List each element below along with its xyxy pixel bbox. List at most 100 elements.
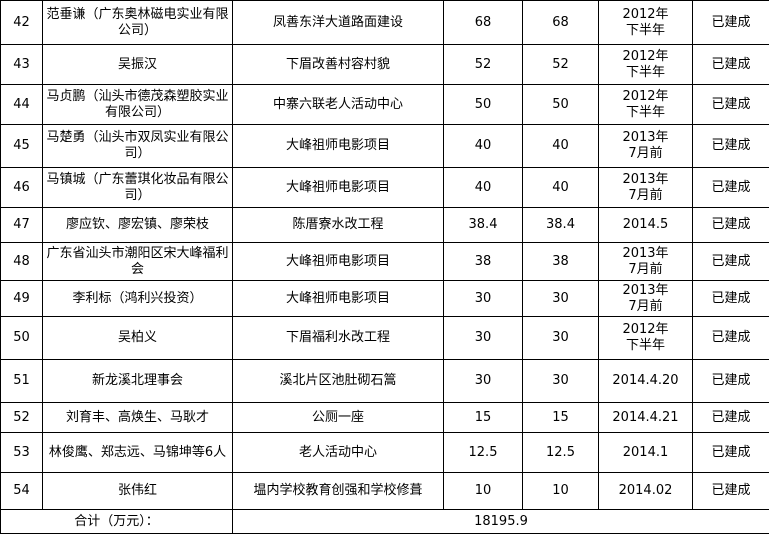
project: 下眉改善村容村貌 [232, 44, 444, 85]
paid-amount: 52 [522, 44, 599, 85]
row-number: 49 [0, 280, 43, 317]
donor: 吴柏义 [42, 316, 233, 360]
completion-date: 2014.4.21 [598, 402, 693, 433]
row-number: 43 [0, 44, 43, 85]
donor: 张伟红 [42, 472, 233, 510]
pledged-amount: 40 [443, 124, 523, 168]
donor: 范垂谦（广东奥林磁电实业有限公司） [42, 0, 233, 45]
pledged-amount: 12.5 [443, 432, 523, 473]
pledged-amount: 52 [443, 44, 523, 85]
pledged-amount: 38.4 [443, 207, 523, 243]
donor: 马楚勇（汕头市双凤实业有限公司） [42, 124, 233, 168]
row-number: 42 [0, 0, 43, 45]
donor: 刘育丰、高焕生、马耿才 [42, 402, 233, 433]
completion-date: 2014.4.20 [598, 359, 693, 403]
project: 下眉福利水改工程 [232, 316, 444, 360]
pledged-amount: 38 [443, 242, 523, 281]
paid-amount: 10 [522, 472, 599, 510]
paid-amount: 50 [522, 84, 599, 125]
status: 已建成 [692, 207, 769, 243]
row-number: 46 [0, 167, 43, 208]
project: 凤善东洋大道路面建设 [232, 0, 444, 45]
project: 大峰祖师电影项目 [232, 242, 444, 281]
table-row: 50 吴柏义 下眉福利水改工程 30 30 2012年 下半年 已建成 [0, 316, 769, 360]
table-row: 52 刘育丰、高焕生、马耿才 公厕一座 15 15 2014.4.21 已建成 [0, 402, 769, 433]
table-row: 45 马楚勇（汕头市双凤实业有限公司） 大峰祖师电影项目 40 40 2013年 7月前已… [0, 124, 769, 168]
completion-date: 2013年 7月前 [598, 280, 693, 317]
project: 大峰祖师电影项目 [232, 124, 444, 168]
pledged-amount: 15 [443, 402, 523, 433]
status: 已建成 [692, 472, 769, 510]
project: 大峰祖师电影项目 [232, 167, 444, 208]
paid-amount: 38.4 [522, 207, 599, 243]
status: 已建成 [692, 124, 769, 168]
status: 已建成 [692, 432, 769, 473]
completion-date: 2012年 下半年 [598, 44, 693, 85]
table-row: 47 廖应钦、廖宏镇、廖荣枝 陈厝寮水改工程 38.4 38.4 2014.5 已建成 [0, 207, 769, 243]
completion-date: 2014.1 [598, 432, 693, 473]
status: 已建成 [692, 402, 769, 433]
table-row: 53 林俊鹰、郑志远、马锦坤等6人 老人活动中心 12.5 12.5 2014.1 已建成 [0, 432, 769, 473]
donor: 广东省汕头市潮阳区宋大峰福利会 [42, 242, 233, 281]
project: 塭内学校教育创强和学校修葺 [232, 472, 444, 510]
row-number: 45 [0, 124, 43, 168]
pledged-amount: 30 [443, 316, 523, 360]
project: 大峰祖师电影项目 [232, 280, 444, 317]
status: 已建成 [692, 0, 769, 45]
donor: 马镇城（广东蕾琪化妆品有限公司） [42, 167, 233, 208]
table-row: 48 广东省汕头市潮阳区宋大峰福利会 大峰祖师电影项目 38 38 2013年 7月前 已建… [0, 242, 769, 281]
paid-amount: 30 [522, 280, 599, 317]
status: 已建成 [692, 242, 769, 281]
paid-amount: 40 [522, 167, 599, 208]
donor: 廖应钦、廖宏镇、廖荣枝 [42, 207, 233, 243]
status: 已建成 [692, 316, 769, 360]
pledged-amount: 50 [443, 84, 523, 125]
project: 溪北片区池肚砌石篙 [232, 359, 444, 403]
table-row: 42 范垂谦（广东奥林磁电实业有限公司） 凤善东洋大道路面建设 68 68 2012年 下… [0, 0, 769, 45]
completion-date: 2013年 7月前 [598, 124, 693, 168]
completion-date: 2013年 7月前 [598, 167, 693, 208]
paid-amount: 30 [522, 316, 599, 360]
project: 老人活动中心 [232, 432, 444, 473]
pledged-amount: 30 [443, 280, 523, 317]
paid-amount: 12.5 [522, 432, 599, 473]
total-label: 合计（万元）： [0, 509, 233, 534]
pledged-amount: 40 [443, 167, 523, 208]
pledged-amount: 30 [443, 359, 523, 403]
paid-amount: 40 [522, 124, 599, 168]
project: 公厕一座 [232, 402, 444, 433]
completion-date: 2012年 下半年 [598, 316, 693, 360]
status: 已建成 [692, 359, 769, 403]
completion-date: 2012年 下半年 [598, 84, 693, 125]
project: 陈厝寮水改工程 [232, 207, 444, 243]
paid-amount: 15 [522, 402, 599, 433]
table-row: 46 马镇城（广东蕾琪化妆品有限公司） 大峰祖师电影项目 40 40 2013年 7月前已… [0, 167, 769, 208]
table-row: 51 新龙溪北理事会 溪北片区池肚砌石篙 30 30 2014.4.20 已建成 [0, 359, 769, 403]
row-number: 51 [0, 359, 43, 403]
total-row: 合计（万元）： 18195.9 [0, 509, 769, 534]
table-row: 44 马贞鹏（汕头市德茂森塑胶实业有限公司） 中寨六联老人活动中心 50 50 2012年… [0, 84, 769, 125]
status: 已建成 [692, 84, 769, 125]
donor: 新龙溪北理事会 [42, 359, 233, 403]
pledged-amount: 10 [443, 472, 523, 510]
row-number: 53 [0, 432, 43, 473]
completion-date: 2013年 7月前 [598, 242, 693, 281]
paid-amount: 68 [522, 0, 599, 45]
row-number: 50 [0, 316, 43, 360]
table-row: 49 李利标（鸿利兴投资） 大峰祖师电影项目 30 30 2013年 7月前 已建成 [0, 280, 769, 317]
completion-date: 2014.5 [598, 207, 693, 243]
row-number: 44 [0, 84, 43, 125]
pledged-amount: 68 [443, 0, 523, 45]
row-number: 47 [0, 207, 43, 243]
row-number: 52 [0, 402, 43, 433]
status: 已建成 [692, 280, 769, 317]
completion-date: 2014.02 [598, 472, 693, 510]
donor: 林俊鹰、郑志远、马锦坤等6人 [42, 432, 233, 473]
row-number: 48 [0, 242, 43, 281]
project: 中寨六联老人活动中心 [232, 84, 444, 125]
total-value: 18195.9 [232, 509, 769, 534]
status: 已建成 [692, 44, 769, 85]
